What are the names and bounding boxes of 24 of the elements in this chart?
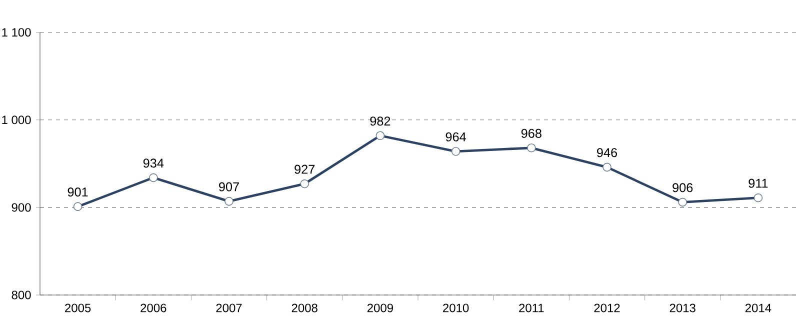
data-label: 934	[143, 158, 164, 168]
x-tick-label: 2005	[65, 304, 91, 312]
y-tick-label: 1 100	[2, 28, 31, 37]
data-label: 964	[446, 132, 466, 142]
data-label: 911	[748, 178, 768, 188]
data-label: 906	[672, 183, 693, 192]
data-label: 982	[370, 116, 390, 126]
x-tick-label: 2006	[140, 304, 166, 312]
data-label: 907	[219, 182, 239, 192]
x-tick-label: 2012	[594, 304, 620, 312]
x-tick-label: 2014	[745, 304, 772, 312]
data-label: 901	[68, 188, 88, 197]
x-tick-label: 2011	[519, 304, 544, 312]
data-label: 968	[521, 128, 542, 138]
x-tick-label: 2010	[443, 304, 469, 312]
x-tick-label: 2013	[670, 304, 696, 312]
y-tick-label: 900	[12, 203, 31, 212]
x-tick-label: 2009	[367, 304, 393, 312]
y-tick-label: 800	[12, 290, 31, 300]
x-tick-label: 2008	[292, 304, 318, 312]
data-label: 927	[294, 164, 315, 174]
data-label: 946	[597, 148, 618, 158]
y-tick-label: 1 000	[2, 116, 31, 124]
x-tick-label: 2007	[216, 304, 242, 312]
